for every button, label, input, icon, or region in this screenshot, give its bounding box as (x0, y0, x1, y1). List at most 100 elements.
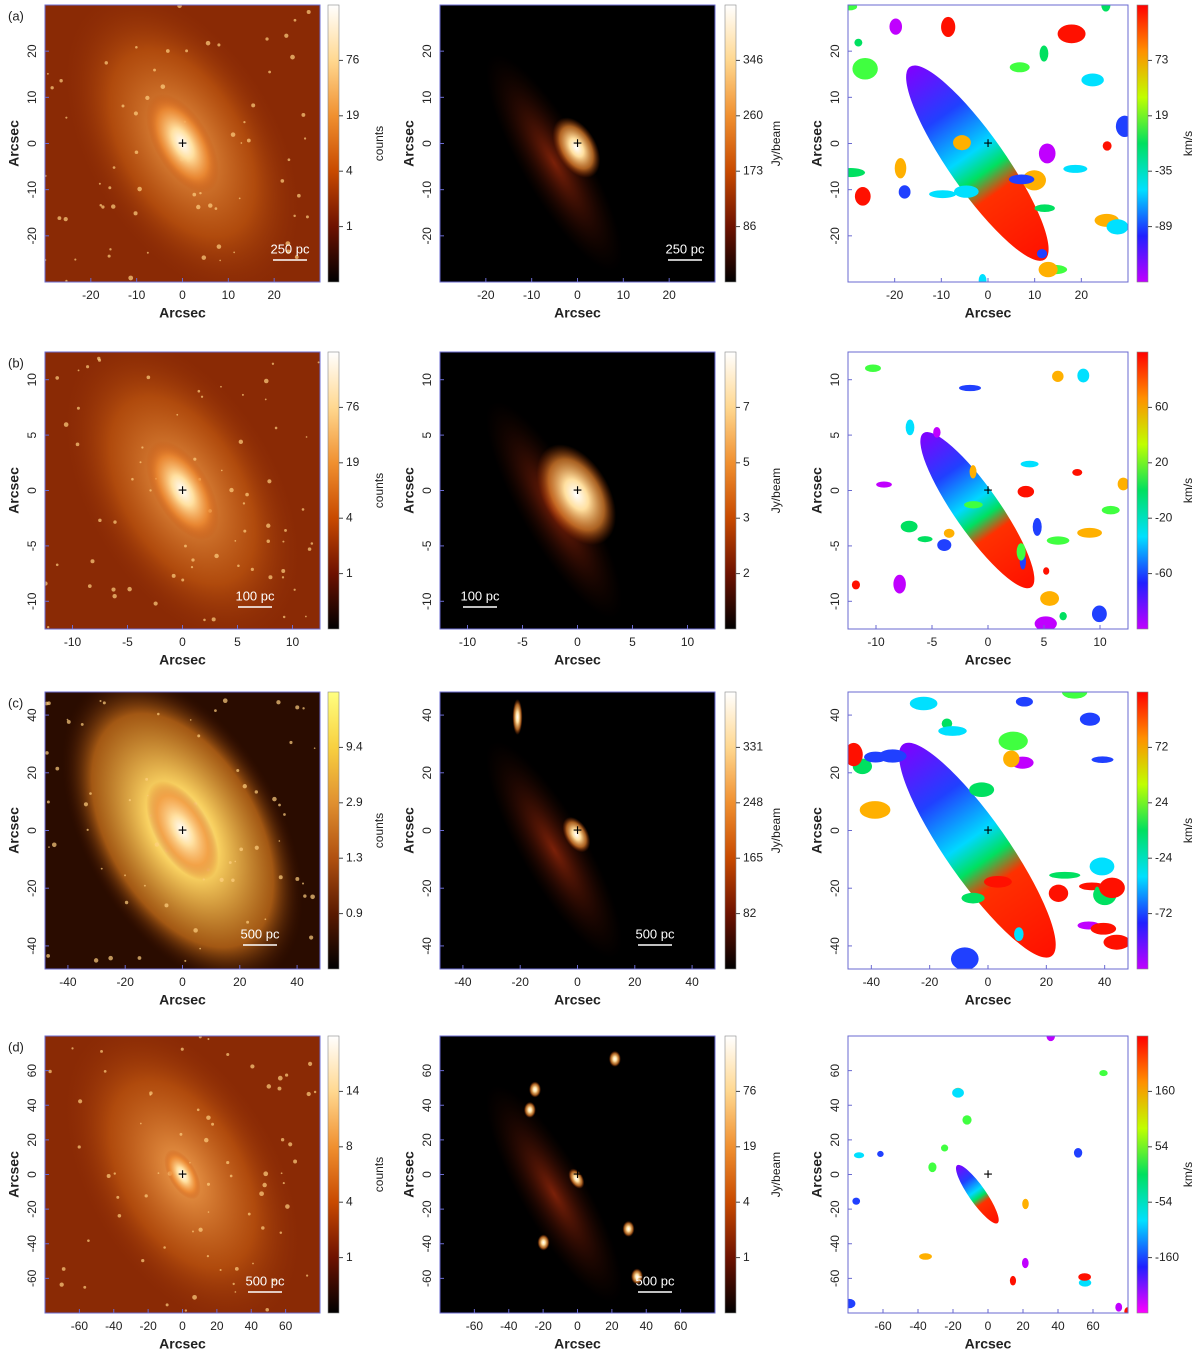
center-marker: + (573, 483, 582, 500)
star (293, 214, 296, 218)
star (241, 393, 244, 396)
colorbar-tick-label: 160 (1155, 1084, 1175, 1098)
velocity-blob (854, 38, 863, 47)
star (220, 385, 222, 388)
velocity-blob (1081, 73, 1104, 87)
star (238, 197, 241, 200)
star (234, 1291, 237, 1293)
emission-core (568, 1168, 585, 1189)
star (124, 874, 126, 877)
scale-bar-label: 500 pc (635, 926, 675, 941)
y-tick-label: -20 (420, 879, 434, 897)
velocity-blob (1040, 591, 1060, 606)
x-tick-label: 40 (685, 975, 699, 989)
y-tick-label: 20 (25, 766, 39, 780)
y-tick-label: 0 (25, 487, 39, 494)
star (191, 558, 195, 562)
y-tick-label: 20 (828, 766, 842, 780)
colorbar-tick-label: 9.4 (346, 740, 363, 754)
star (113, 520, 117, 524)
x-tick-label: 10 (222, 288, 236, 302)
y-tick-label: 40 (420, 708, 434, 722)
colorbar-tick-label: 76 (346, 400, 360, 414)
x-axis-label: Arcsec (965, 652, 1012, 668)
x-tick-label: -20 (512, 975, 530, 989)
x-tick-label: -20 (117, 975, 135, 989)
star (107, 254, 111, 258)
velocity-blob (1077, 368, 1090, 383)
y-tick-label: -40 (420, 1235, 434, 1253)
star (61, 1267, 66, 1271)
x-tick-label: 60 (279, 1319, 293, 1333)
y-axis-label: Arcsec (809, 807, 825, 854)
x-axis-label: Arcsec (159, 992, 206, 1008)
star (146, 251, 149, 254)
star (307, 547, 312, 551)
velocity-blob (1015, 696, 1033, 707)
star (219, 259, 221, 262)
star (77, 1145, 81, 1149)
star (271, 362, 275, 365)
star (121, 104, 125, 108)
star (149, 489, 152, 492)
x-tick-label: 40 (1051, 1319, 1065, 1333)
velocity-blob (952, 1087, 964, 1098)
velocity-blob (1036, 249, 1048, 259)
star (290, 54, 295, 60)
y-tick-label: 0 (25, 140, 39, 147)
velocity-blob (1072, 468, 1083, 476)
star (208, 203, 213, 208)
star (133, 111, 138, 116)
image (848, 5, 1128, 282)
star (103, 1069, 107, 1073)
star (180, 1047, 184, 1051)
star (128, 275, 134, 281)
x-tick-label: 5 (234, 635, 241, 649)
velocity-blob (1022, 1198, 1029, 1210)
x-tick-label: -10 (128, 288, 146, 302)
star (153, 68, 156, 72)
star (278, 803, 281, 807)
star (285, 1073, 289, 1077)
x-tick-label: 20 (1016, 1319, 1030, 1333)
y-tick-label: -60 (25, 1269, 39, 1287)
y-tick-label: -5 (828, 540, 842, 551)
emission-knot (608, 1050, 621, 1067)
velocity-blob (1124, 1307, 1128, 1313)
colorbar (327, 351, 340, 630)
velocity-blob (1077, 527, 1102, 538)
x-tick-label: 20 (662, 288, 676, 302)
y-axis-label: Arcsec (6, 120, 22, 167)
colorbar-tick-label: 82 (743, 906, 757, 920)
colorbar-tick-label: 19 (743, 1139, 757, 1153)
star (236, 769, 240, 773)
colorbar-label: Jy/beam (769, 121, 783, 166)
colorbar-tick-label: 76 (346, 53, 360, 67)
image (440, 5, 715, 282)
colorbar (724, 4, 737, 283)
star (261, 1226, 265, 1230)
star (277, 1086, 282, 1091)
velocity-blob (1048, 884, 1069, 902)
x-tick-label: 60 (1086, 1319, 1100, 1333)
star (149, 1091, 153, 1095)
star (216, 244, 222, 249)
star (46, 72, 49, 75)
star (265, 37, 269, 41)
star (117, 1214, 122, 1218)
star (293, 1159, 298, 1164)
star (46, 953, 50, 958)
colorbar-tick-label: 331 (743, 740, 763, 754)
star (59, 79, 63, 83)
velocity-blob (1101, 505, 1120, 515)
x-axis-label: Arcsec (159, 652, 206, 668)
star (137, 956, 142, 960)
star (71, 1047, 74, 1050)
star (100, 1049, 103, 1053)
star (265, 1307, 269, 1312)
colorbar (724, 691, 737, 970)
image (440, 692, 715, 969)
colorbar-tick-label: 1 (346, 1250, 353, 1264)
center-marker: + (983, 1167, 992, 1184)
velocity-blob (933, 426, 941, 438)
